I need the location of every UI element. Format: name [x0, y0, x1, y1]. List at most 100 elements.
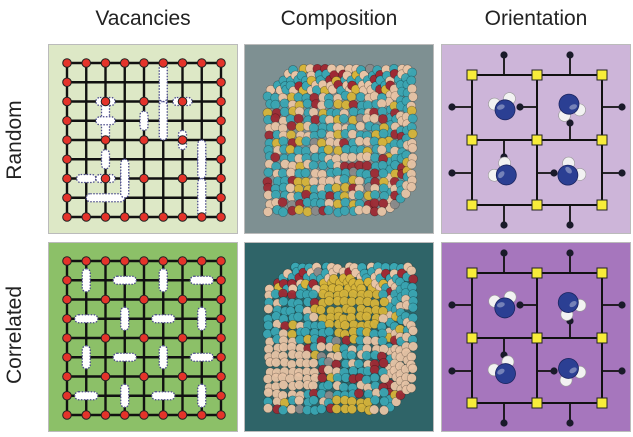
bond-end-dot [500, 221, 508, 229]
panel-vacancies-random [48, 44, 238, 234]
atom-sphere [362, 160, 372, 171]
atom-node [177, 135, 188, 145]
highlight [569, 367, 577, 374]
highlight [565, 166, 572, 174]
atom-sphere [279, 106, 290, 117]
atom-sphere [378, 198, 389, 209]
water-molecule-icon [487, 156, 517, 186]
atom-sphere [331, 182, 342, 193]
water-molecule-icon [558, 93, 586, 122]
bond-end-dot [618, 301, 626, 309]
atom-node [100, 333, 111, 343]
atom-sphere [287, 289, 297, 300]
lattice-grid-icon [49, 243, 237, 431]
atom-sphere [323, 98, 334, 109]
cube-front-face [262, 90, 390, 218]
panel-orientation-correlated [441, 242, 631, 432]
atom-sphere [406, 383, 417, 393]
atom-node [100, 58, 111, 68]
atom-node [62, 192, 72, 203]
atom-cube [262, 63, 418, 218]
bond-end-dot [448, 169, 456, 177]
atom-sphere [278, 136, 289, 147]
atom-sphere [324, 326, 335, 337]
lattice-node [466, 267, 478, 279]
atom-sphere [408, 91, 418, 102]
lattice-node [531, 332, 543, 344]
atom-sphere [310, 114, 321, 125]
atom-node [139, 371, 149, 382]
atom-sphere [308, 289, 319, 300]
atom-node [216, 390, 226, 401]
lattice-node [596, 69, 608, 81]
water-molecule-icon [442, 243, 630, 431]
vacancy-blob-icon [120, 383, 130, 408]
oxygen-atom [558, 358, 579, 379]
atom-sphere [278, 379, 289, 390]
bond-end-dot [516, 103, 524, 111]
atom-node [158, 256, 169, 266]
atom-sphere [361, 350, 372, 361]
water-molecule-icon [558, 358, 587, 387]
oxygen-atom [495, 164, 517, 186]
water-molecule-icon [557, 292, 587, 321]
atom-sphere [369, 113, 380, 124]
panel-orientation-random [441, 44, 631, 234]
atom-sphere [377, 114, 388, 124]
bond-end-dot [566, 119, 574, 127]
vacancy-blob-icon [75, 173, 97, 184]
atom-sphere [395, 390, 406, 400]
vacancy-blob-icon [120, 158, 130, 199]
highlight [497, 368, 505, 375]
atom-sphere [293, 113, 304, 124]
atom-sphere [278, 207, 288, 217]
atom-sphere [331, 403, 342, 414]
atom-sphere [408, 302, 418, 313]
atom-sphere [286, 130, 296, 140]
column-header-vacancies: Vacancies [95, 7, 191, 30]
atom-sphere [346, 91, 357, 102]
atoms [62, 256, 226, 420]
atom-sphere [270, 99, 281, 110]
vacancy-blob-icon [100, 148, 111, 170]
atom-sphere [379, 396, 390, 407]
atom-node [177, 294, 188, 305]
atom-sphere [339, 174, 350, 185]
atom-node [216, 275, 226, 286]
water-molecule-icon [488, 92, 516, 121]
atom-sphere [346, 350, 357, 361]
lattice-node [466, 332, 478, 344]
atom-node [216, 352, 226, 363]
vacancies [74, 268, 214, 408]
atom-sphere [389, 199, 400, 210]
highlight [569, 301, 577, 308]
atom-node [62, 333, 72, 343]
atom-sphere [301, 350, 312, 360]
column-header-composition: Composition [280, 7, 398, 30]
atom-node [62, 154, 72, 165]
atom-sphere [346, 296, 357, 307]
atom-sphere [324, 296, 335, 306]
atom-sphere [308, 358, 319, 368]
atom-sphere [407, 113, 418, 124]
atom-sphere [379, 405, 389, 416]
bond-end-dot [566, 249, 574, 257]
atom-sphere [355, 121, 366, 132]
lattice-node [531, 267, 543, 279]
atom-sphere [347, 129, 358, 140]
vacancy-blob-icon [197, 177, 207, 218]
atom-sphere [285, 144, 296, 155]
bond-end-dot [566, 221, 574, 229]
lattice-node [466, 199, 478, 211]
vacancy-blob-icon [74, 314, 99, 324]
oxygen-atom [495, 363, 516, 384]
atom-sphere [378, 313, 389, 324]
atom-node [216, 77, 226, 88]
atom-sphere [263, 304, 274, 314]
atom-sphere [354, 190, 364, 201]
atom-node [158, 410, 169, 420]
atom-node [216, 410, 226, 420]
atom-node [196, 256, 207, 266]
atom-sphere [406, 182, 417, 192]
atom-cube [262, 261, 419, 416]
